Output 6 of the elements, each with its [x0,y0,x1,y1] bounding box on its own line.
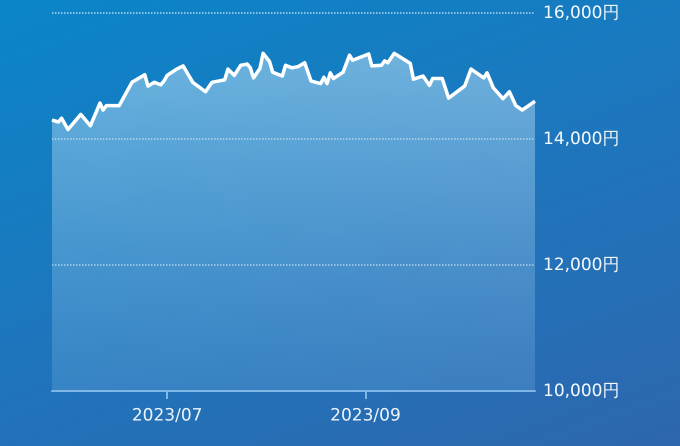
y-tick-label: 16,000円 [543,3,620,23]
y-tick-label: 14,000円 [543,129,620,149]
x-tick-label: 2023/09 [330,406,401,426]
x-tick-label: 2023/07 [132,406,202,426]
y-tick-label: 10,000円 [543,381,620,401]
y-tick-label: 12,000円 [543,255,620,275]
